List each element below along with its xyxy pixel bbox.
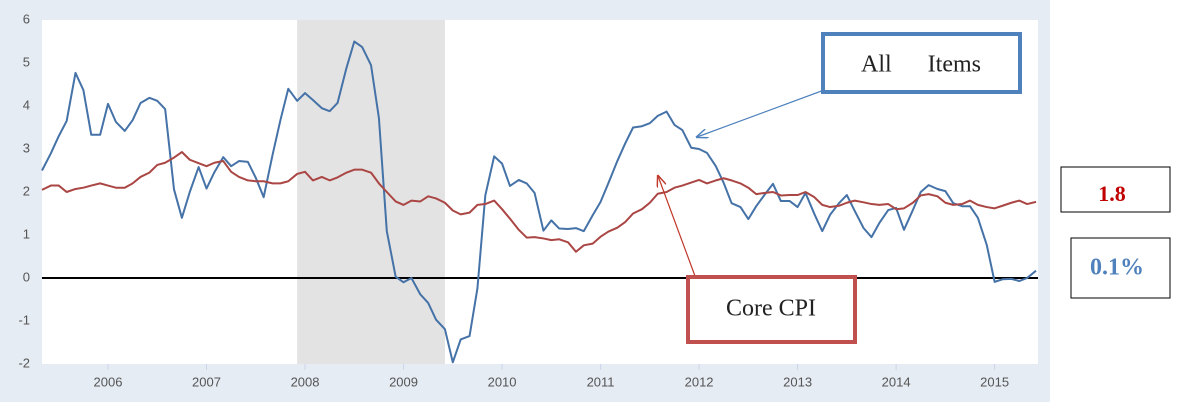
- y-tick-label: 6: [23, 11, 30, 26]
- x-tick-label: 2011: [587, 374, 615, 389]
- arrow: [658, 176, 696, 277]
- annotation-box: [1060, 166, 1171, 213]
- y-tick-label: 2: [23, 183, 30, 198]
- recession-band: [297, 20, 445, 364]
- y-tick-label: -2: [18, 355, 30, 370]
- y-tick-label: -1: [18, 312, 30, 327]
- x-tick-label: 2013: [783, 374, 812, 389]
- arrow: [697, 85, 836, 137]
- series-line: [41, 151, 1037, 253]
- y-tick-label: 4: [23, 97, 30, 112]
- series-line: [41, 40, 1037, 364]
- annotation-box: [1070, 237, 1171, 299]
- annotation: 0.1%: [1090, 255, 1144, 281]
- annotation: Core CPI: [726, 296, 816, 322]
- x-tick-label: 2008: [291, 374, 320, 389]
- x-tick-label: 2007: [192, 374, 221, 389]
- x-tick-label: 2015: [980, 374, 1009, 389]
- y-tick-label: 1: [23, 226, 30, 241]
- annotation-box: [821, 32, 1022, 94]
- y-tick-label: 3: [23, 140, 30, 155]
- x-tick-label: 2009: [389, 374, 418, 389]
- annotation-box: [686, 275, 857, 344]
- x-tick-label: 2014: [882, 374, 911, 389]
- annotation: 1.8: [1098, 181, 1126, 206]
- x-tick-label: 2006: [94, 374, 123, 389]
- annotation: All Items: [861, 52, 981, 78]
- y-tick-label: 5: [23, 54, 30, 69]
- x-tick-label: 2010: [488, 374, 517, 389]
- x-tick-label: 2012: [685, 374, 714, 389]
- y-tick-label: 0: [23, 269, 30, 284]
